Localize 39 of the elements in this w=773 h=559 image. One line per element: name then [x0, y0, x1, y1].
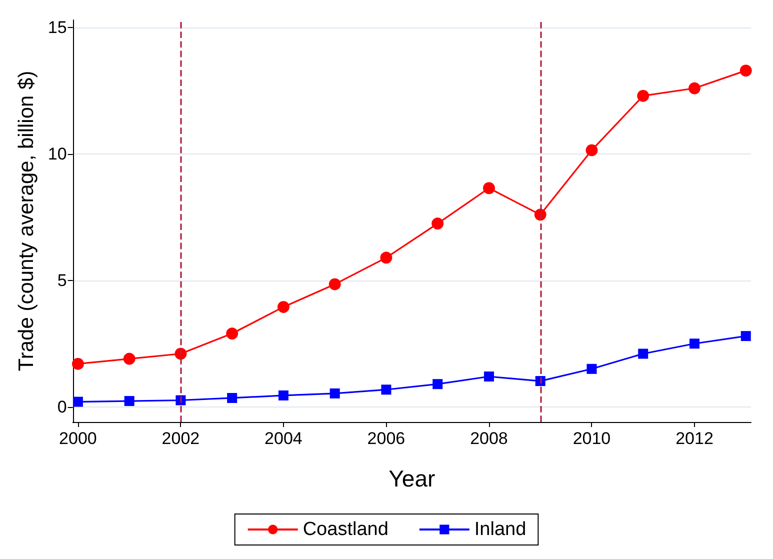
x-tick-label: 2006	[367, 429, 406, 448]
point	[124, 396, 134, 406]
legend-label: Coastland	[302, 519, 388, 540]
x-tick-label: 2002	[162, 429, 200, 448]
point	[688, 82, 700, 94]
x-tick-label: 2010	[572, 429, 611, 448]
x-tick-label: 2012	[676, 429, 714, 448]
point	[277, 300, 290, 313]
y-tick-label: 10	[48, 144, 67, 164]
y-tick-label: 15	[48, 18, 67, 38]
x-axis-title: Year	[388, 466, 436, 492]
point	[740, 64, 752, 77]
point	[328, 278, 341, 290]
point	[689, 338, 700, 349]
point	[330, 388, 340, 398]
y-axis-title: Trade (county average, billion $)	[15, 70, 38, 372]
point	[432, 379, 443, 390]
point	[637, 90, 650, 102]
point	[482, 182, 495, 194]
point	[72, 396, 83, 407]
point	[123, 352, 136, 365]
point	[226, 328, 238, 340]
point	[227, 392, 238, 403]
point	[586, 144, 598, 156]
point	[278, 390, 288, 400]
y-tick-label: 0	[57, 397, 67, 416]
point	[381, 384, 392, 395]
point	[432, 218, 444, 230]
x-tick-label: 2000	[59, 429, 97, 448]
x-tick-label: 2004	[264, 429, 302, 448]
point	[72, 358, 84, 370]
point	[586, 364, 597, 374]
point	[484, 371, 494, 382]
legend-label: Inland	[474, 519, 526, 540]
point	[740, 331, 751, 342]
x-tick-label: 2008	[470, 429, 508, 448]
point	[380, 252, 392, 264]
point	[638, 348, 648, 359]
y-tick-label: 5	[57, 270, 67, 290]
